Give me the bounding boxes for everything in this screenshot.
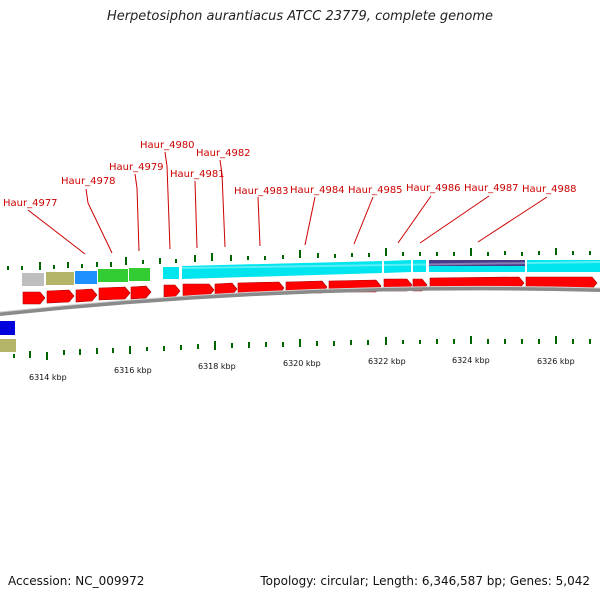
scale-label: 6314 kbp [29,373,67,382]
cog-bar [163,267,179,279]
scale-label: 6324 kbp [452,356,490,365]
gene-label[interactable]: Haur_4978 [61,176,116,187]
gene-label[interactable]: Haur_4981 [170,169,225,180]
cog-bar [75,271,97,284]
cds-arrow [98,286,131,301]
gene-label[interactable]: Haur_4977 [3,198,58,209]
cog-bar [182,261,382,279]
cds-arrow [75,288,98,303]
scale-label: 6318 kbp [198,362,236,371]
gene-label[interactable]: Haur_4980 [140,140,195,151]
scale-label: 6320 kbp [283,359,321,368]
gene-label[interactable]: Haur_4988 [522,184,577,195]
cds-arrow [22,291,46,305]
gene-label[interactable]: Haur_4986 [406,183,461,194]
gc-ticks-upper [7,248,591,270]
scale-labels: 6314 kbp 6316 kbp 6318 kbp 6320 kbp 6322… [29,356,575,382]
cds-arrow [163,284,181,298]
cog-bar [429,266,525,272]
cog-bar [98,269,128,282]
scale-label: 6326 kbp [537,357,575,366]
map-title: Herpetosiphon aurantiacus ATCC 23779, co… [106,9,494,24]
scale-label: 6316 kbp [114,366,152,375]
gene-label[interactable]: Haur_4985 [348,185,403,196]
gene-labels: Haur_4977 Haur_4978 Haur_4979 Haur_4980 … [3,140,577,209]
cog-track [22,260,600,286]
cog-bar [22,273,44,286]
gc-ticks-lower [13,336,591,360]
reverse-strand-features [0,321,16,352]
gene-leaders [27,151,548,255]
gene-label[interactable]: Haur_4982 [196,148,251,159]
topology-text: Topology: circular; Length: 6,346,587 bp… [260,574,590,588]
cog-bar [384,260,411,273]
gene-label[interactable]: Haur_4983 [234,186,289,197]
cog-bar [527,260,600,272]
cog-bar [0,339,16,352]
cog-bar [129,268,150,281]
cog-bar [0,321,15,335]
genome-backbone [0,286,600,316]
gene-label[interactable]: Haur_4987 [464,183,519,194]
cds-arrow [214,282,238,296]
cog-bar [413,260,426,272]
cds-arrow [182,283,215,297]
cog-bar [429,260,525,266]
gene-label[interactable]: Haur_4984 [290,185,345,196]
cds-arrow [130,285,152,300]
scale-label: 6322 kbp [368,357,406,366]
cds-arrow [46,289,75,304]
accession-text: Accession: NC_009972 [8,574,145,588]
gene-label[interactable]: Haur_4979 [109,162,164,173]
cog-bar [46,272,74,285]
